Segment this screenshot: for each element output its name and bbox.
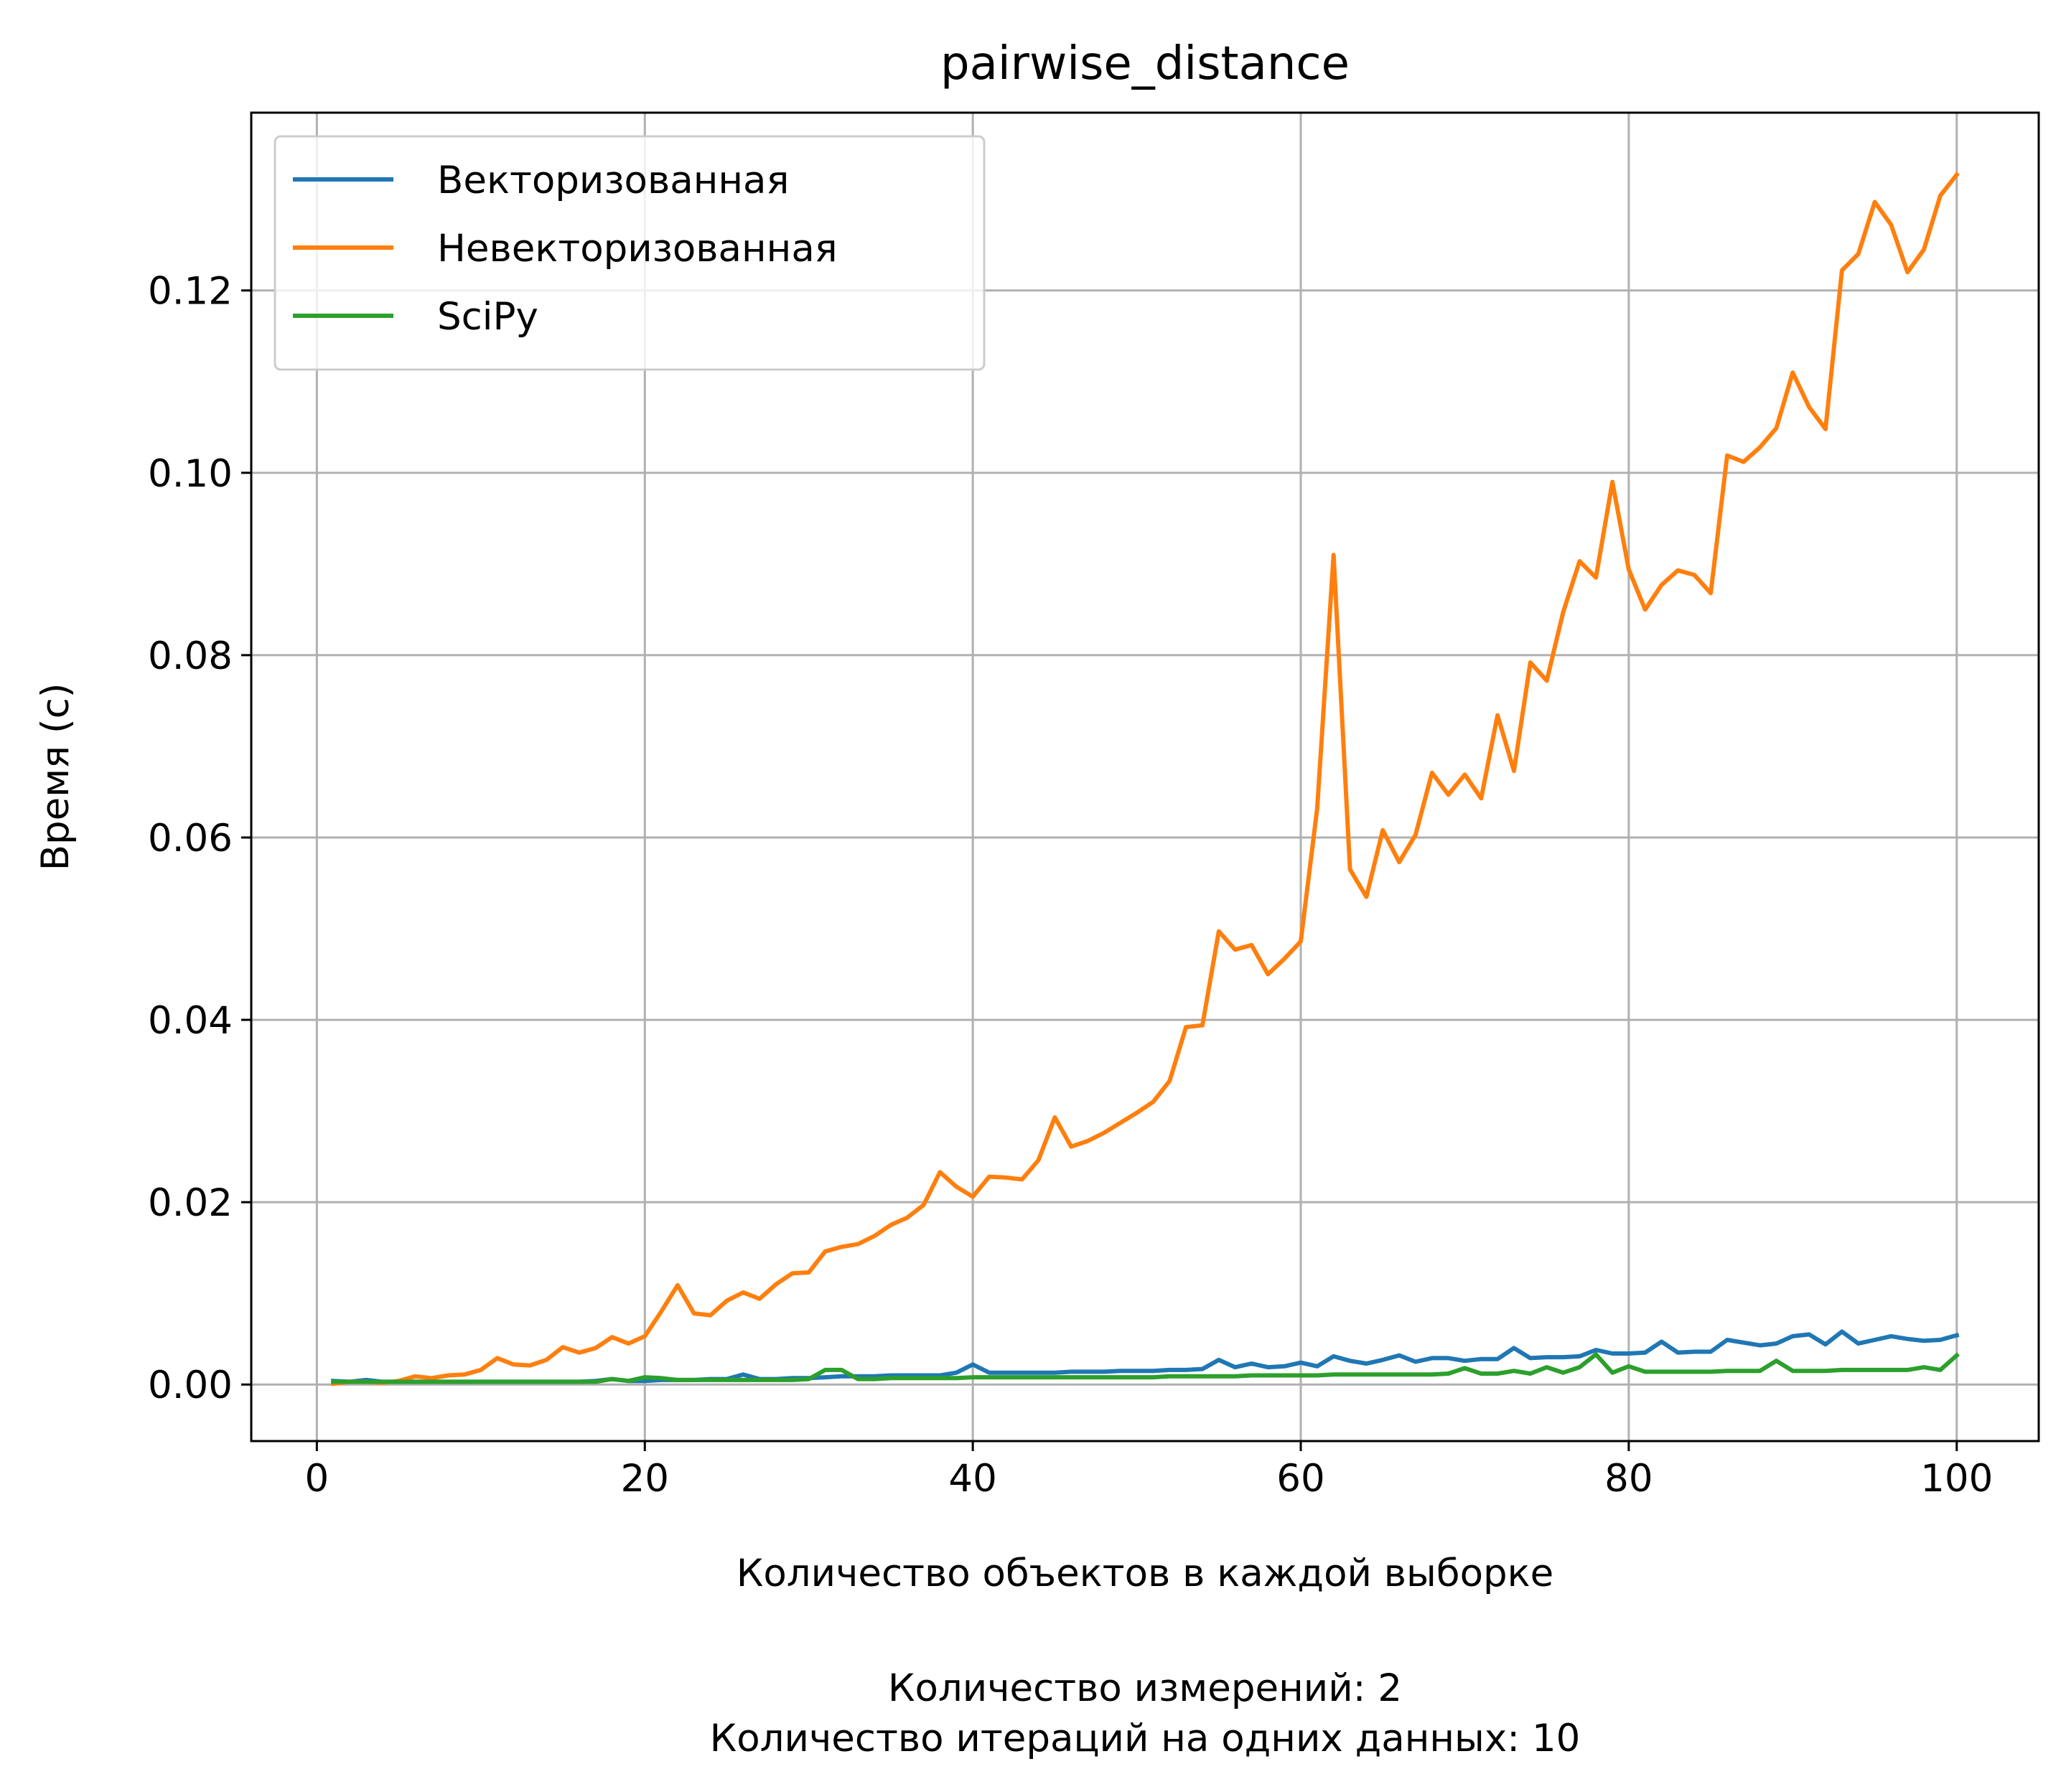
chart-title: pairwise_distance	[940, 37, 1350, 90]
legend-label-3: SciPy	[437, 295, 538, 339]
x-tick-label: 80	[1604, 1457, 1653, 1501]
y-tick-label: 0.08	[148, 634, 233, 678]
y-tick-label: 0.06	[148, 817, 233, 860]
caption-dimensions: Количество измерений: 2	[888, 1666, 1402, 1710]
y-tick-label: 0.10	[148, 452, 233, 496]
y-tick-label: 0.02	[148, 1181, 233, 1225]
plot-frame	[250, 111, 2040, 1442]
legend-box	[274, 135, 986, 371]
x-tick-label: 40	[948, 1457, 996, 1501]
y-tick-label: 0.04	[148, 999, 233, 1043]
legend-label-2: Невекторизованная	[437, 227, 838, 271]
legend-label-1: Векторизованная	[437, 159, 789, 202]
x-axis-label: Количество объектов в каждой выборке	[737, 1552, 1554, 1595]
series-line-2	[330, 172, 1960, 1387]
series-lines	[330, 172, 1960, 1387]
x-tick-label: 0	[305, 1457, 329, 1501]
x-tick-label: 100	[1920, 1457, 1993, 1501]
y-axis-label: Время (с)	[34, 683, 78, 871]
y-tick-label: 0.12	[148, 270, 233, 314]
caption-iterations: Количество итераций на одних данных: 10	[710, 1717, 1581, 1760]
series-line-3	[331, 1352, 1960, 1384]
x-tick-label: 20	[621, 1457, 669, 1501]
x-tick-label: 60	[1276, 1457, 1324, 1501]
axis-ticks: 0 20 40 60 80 100 0.00 0.02 0.04 0.06 0.08 0.10 0.12	[148, 270, 1993, 1501]
y-tick-label: 0.00	[148, 1364, 233, 1407]
legend: Векторизованная Невекторизованная SciPy	[274, 135, 986, 371]
